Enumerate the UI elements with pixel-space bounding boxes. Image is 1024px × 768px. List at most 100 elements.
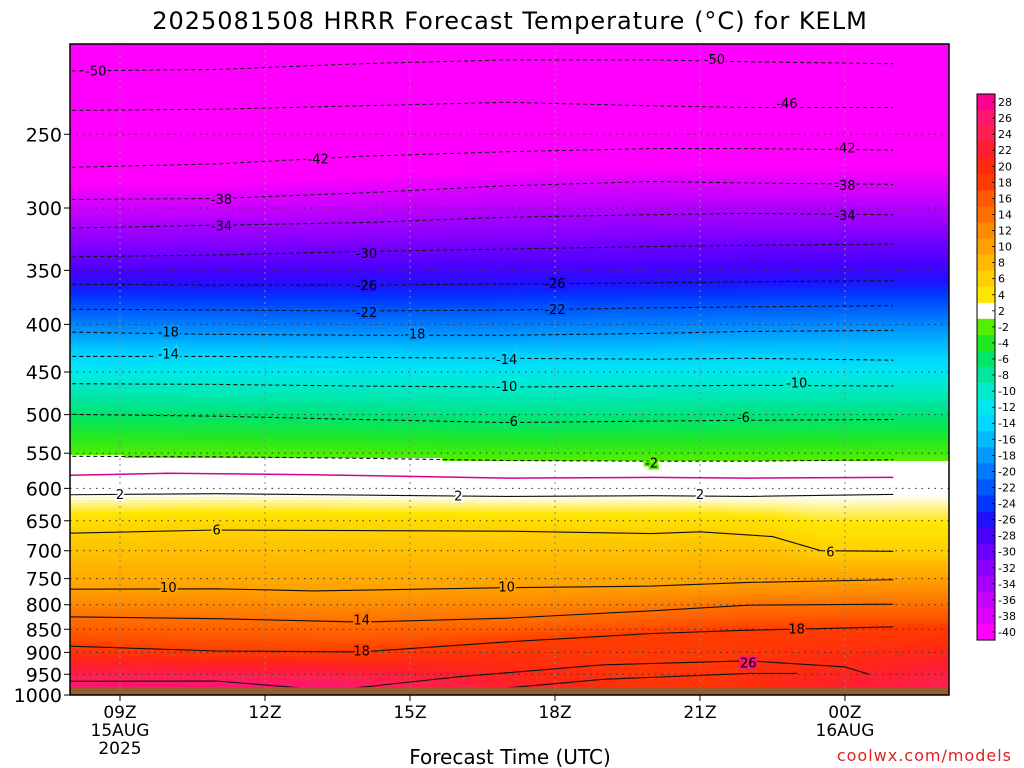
temperature-cell	[172, 656, 179, 660]
temperature-cell	[190, 443, 197, 447]
temperature-cell	[142, 77, 149, 81]
temperature-cell	[136, 134, 143, 138]
temperature-cell	[136, 155, 143, 159]
temperature-cell	[118, 62, 125, 66]
temperature-cell	[106, 374, 113, 378]
temperature-cell	[100, 524, 107, 528]
temperature-cell	[166, 188, 173, 192]
temperature-cell	[184, 683, 191, 687]
temperature-cell	[70, 56, 77, 60]
temperature-cell	[160, 560, 167, 564]
temperature-cell	[106, 653, 113, 657]
temperature-cell	[184, 647, 191, 651]
temperature-cell	[142, 641, 149, 645]
temperature-cell	[202, 530, 209, 534]
temperature-cell	[82, 383, 89, 387]
temperature-cell	[196, 338, 203, 342]
temperature-cell	[148, 659, 155, 663]
temperature-cell	[88, 302, 95, 306]
temperature-cell	[124, 380, 131, 384]
temperature-cell	[184, 608, 191, 612]
temperature-cell	[124, 215, 131, 219]
temperature-cell	[172, 185, 179, 189]
temperature-cell	[82, 656, 89, 660]
temperature-cell	[196, 341, 203, 345]
temperature-cell	[142, 191, 149, 195]
temperature-cell	[82, 536, 89, 540]
temperature-cell	[88, 308, 95, 312]
temperature-cell	[70, 287, 77, 291]
temperature-cell	[106, 326, 113, 330]
temperature-cell	[100, 602, 107, 606]
temperature-cell	[70, 215, 77, 219]
temperature-cell	[190, 86, 197, 90]
temperature-cell	[130, 455, 137, 459]
temperature-cell	[172, 611, 179, 615]
temperature-cell	[196, 71, 203, 75]
temperature-cell	[142, 101, 149, 105]
temperature-cell	[148, 314, 155, 318]
temperature-cell	[112, 188, 119, 192]
temperature-cell	[178, 215, 185, 219]
temperature-cell	[130, 431, 137, 435]
temperature-cell	[106, 101, 113, 105]
temperature-cell	[136, 239, 143, 243]
temperature-cell	[88, 464, 95, 468]
temperature-cell	[136, 497, 143, 501]
temperature-cell	[178, 443, 185, 447]
temperature-cell	[76, 215, 83, 219]
temperature-cell	[190, 125, 197, 129]
temperature-cell	[118, 347, 125, 351]
temperature-cell	[178, 377, 185, 381]
temperature-cell	[106, 200, 113, 204]
temperature-cell	[112, 251, 119, 255]
temperature-cell	[88, 560, 95, 564]
temperature-cell	[142, 149, 149, 153]
temperature-cell	[130, 269, 137, 273]
temperature-cell	[112, 515, 119, 519]
temperature-cell	[100, 320, 107, 324]
temperature-cell	[106, 629, 113, 633]
temperature-cell	[184, 392, 191, 396]
temperature-cell	[124, 272, 131, 276]
temperature-cell	[166, 221, 173, 225]
temperature-cell	[160, 368, 167, 372]
temperature-cell	[184, 536, 191, 540]
temperature-cell	[82, 251, 89, 255]
temperature-cell	[124, 341, 131, 345]
temperature-cell	[112, 182, 119, 186]
temperature-cell	[172, 260, 179, 264]
temperature-cell	[202, 374, 209, 378]
temperature-cell	[94, 71, 101, 75]
temperature-cell	[190, 89, 197, 93]
temperature-cell	[136, 638, 143, 642]
temperature-cell	[88, 218, 95, 222]
temperature-cell	[154, 80, 161, 84]
temperature-cell	[190, 470, 197, 474]
temperature-cell	[130, 107, 137, 111]
temperature-cell	[124, 146, 131, 150]
temperature-cell	[82, 611, 89, 615]
temperature-cell	[124, 605, 131, 609]
temperature-cell	[76, 401, 83, 405]
temperature-cell	[184, 500, 191, 504]
temperature-cell	[172, 494, 179, 498]
temperature-cell	[124, 269, 131, 273]
temperature-cell	[202, 167, 209, 171]
temperature-cell	[70, 371, 77, 375]
temperature-cell	[196, 554, 203, 558]
temperature-cell	[136, 200, 143, 204]
temperature-cell	[190, 575, 197, 579]
temperature-cell	[172, 245, 179, 249]
temperature-cell	[118, 92, 125, 96]
temperature-cell	[88, 254, 95, 258]
temperature-cell	[76, 251, 83, 255]
temperature-cell	[112, 470, 119, 474]
temperature-cell	[160, 539, 167, 543]
temperature-cell	[76, 356, 83, 360]
temperature-cell	[160, 590, 167, 594]
temperature-cell	[202, 596, 209, 600]
temperature-cell	[196, 62, 203, 66]
temperature-cell	[166, 479, 173, 483]
temperature-cell	[178, 422, 185, 426]
